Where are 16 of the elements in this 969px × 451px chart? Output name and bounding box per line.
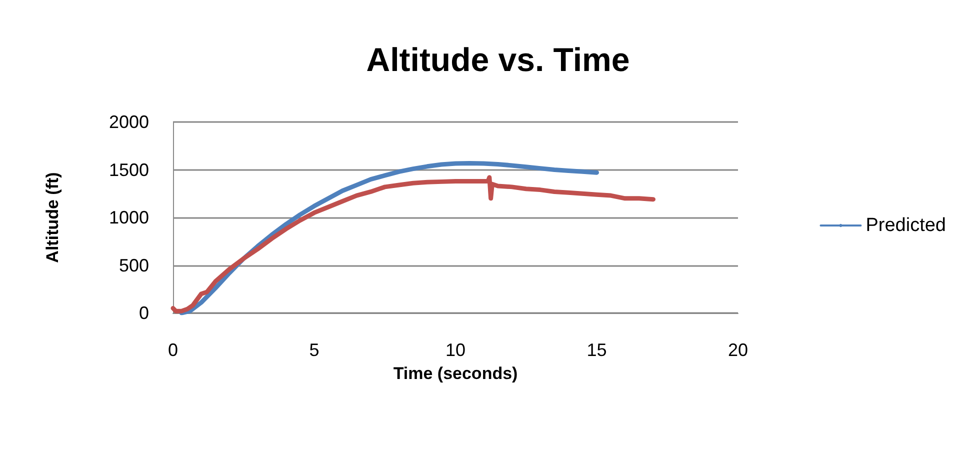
x-tick-label: 5: [309, 340, 320, 360]
x-tick-label: 15: [586, 340, 607, 360]
y-tick-label: 1000: [108, 208, 149, 228]
x-tick-label: 20: [728, 340, 748, 360]
line-series: [179, 161, 599, 316]
chart-title: Altitude vs. Time: [366, 41, 630, 78]
y-tick-label: 0: [138, 303, 149, 323]
line-series: [170, 175, 656, 314]
x-axis-title: Time (seconds): [393, 364, 518, 383]
y-tick-label: 2000: [108, 112, 149, 132]
y-axis-title: Altitude (ft): [43, 172, 62, 263]
y-tick-label: 500: [118, 255, 149, 276]
y-tick-label: 1500: [108, 160, 149, 180]
x-tick-label: 0: [168, 340, 178, 360]
legend-label: Predicted: [866, 215, 946, 236]
x-tick-label: 10: [445, 340, 466, 360]
